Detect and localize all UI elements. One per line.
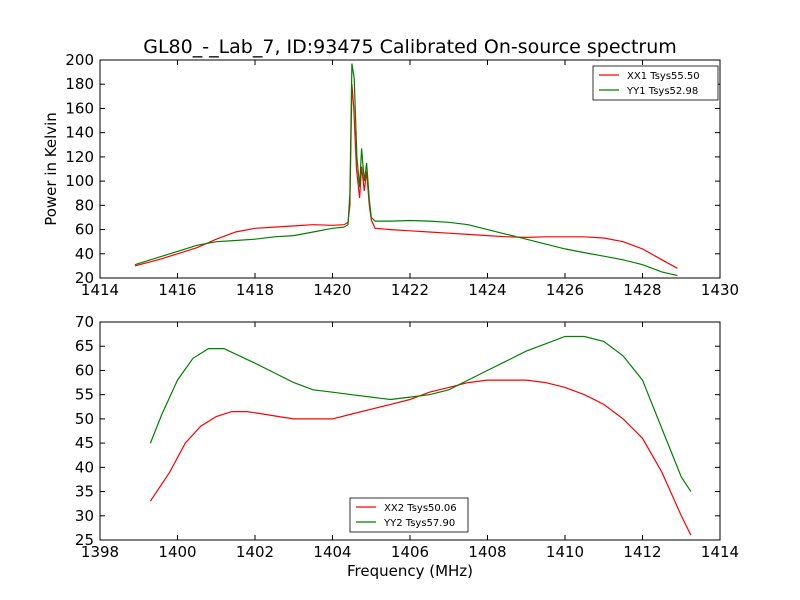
top-plot-ticks: 1414 1416 1418 1420 1422 1424 1426 1428 1430 20 40… xyxy=(65,51,739,299)
top-plot: 1414 1416 1418 1420 1422 1424 1426 1428 1430 20 40… xyxy=(42,51,739,299)
x-tick-label: 1410 xyxy=(546,543,584,561)
y-tick-label: 40 xyxy=(75,458,94,476)
x-tick-label: 1426 xyxy=(546,281,584,299)
y-tick-label: 25 xyxy=(75,531,94,549)
y-tick-label: 35 xyxy=(75,483,94,501)
series-line-0-1 xyxy=(134,63,678,277)
y-tick-label: 140 xyxy=(65,124,94,142)
y-tick-label: 65 xyxy=(75,337,94,355)
y-tick-label: 120 xyxy=(65,148,94,166)
x-tick-label: 1420 xyxy=(313,281,351,299)
y-tick-label: 80 xyxy=(75,196,94,214)
legend-label: XX1 Tsys55.50 xyxy=(627,71,700,82)
x-tick-label: 1424 xyxy=(468,281,506,299)
y-tick-label: 160 xyxy=(65,99,94,117)
y-tick-label: 50 xyxy=(75,410,94,428)
x-tick-label: 1414 xyxy=(81,281,119,299)
bottom-plot-ticks: 1398 1400 1402 1404 1406 1408 1410 1412 1414 25 30… xyxy=(75,313,739,561)
top-plot-series-group xyxy=(134,63,678,277)
legend-label: YY1 Tsys52.98 xyxy=(626,86,698,97)
x-tick-label: 1406 xyxy=(391,543,429,561)
y-tick-label: 30 xyxy=(75,507,94,525)
x-tick-label: 1414 xyxy=(701,543,739,561)
top-plot-legend: XX1 Tsys55.50 YY1 Tsys52.98 xyxy=(592,65,719,101)
y-tick-label: 40 xyxy=(75,245,94,263)
x-tick-label: 1400 xyxy=(158,543,196,561)
x-tick-label: 1422 xyxy=(391,281,429,299)
bottom-plot-legend: XX2 Tsys50.06 YY2 Tsys57.90 xyxy=(349,497,469,533)
y-tick-label: 60 xyxy=(75,221,94,239)
chart-title: GL80_-_Lab_7, ID:93475 Calibrated On-sou… xyxy=(143,36,677,58)
y-tick-label: 100 xyxy=(65,172,94,190)
x-tick-label: 1398 xyxy=(81,543,119,561)
y-tick-label: 180 xyxy=(65,75,94,93)
x-tick-label: 1408 xyxy=(468,543,506,561)
x-tick-label: 1418 xyxy=(236,281,274,299)
x-tick-label: 1416 xyxy=(158,281,196,299)
legend-label: XX2 Tsys50.06 xyxy=(384,503,457,514)
y-tick-label: 55 xyxy=(75,386,94,404)
series-line-0-0 xyxy=(134,84,678,269)
bottom-plot-xlabel: Frequency (MHz) xyxy=(347,562,473,580)
top-plot-ylabel: Power in Kelvin xyxy=(42,112,60,226)
x-tick-label: 1428 xyxy=(623,281,661,299)
bottom-plot-series-group xyxy=(149,335,692,536)
x-tick-label: 1402 xyxy=(236,543,274,561)
bottom-plot: 1398 1400 1402 1404 1406 1408 1410 1412 1414 25 30… xyxy=(75,313,739,580)
legend-label: YY2 Tsys57.90 xyxy=(383,518,455,529)
legend-box xyxy=(349,497,469,533)
series-line-1-1 xyxy=(149,335,692,492)
y-tick-label: 70 xyxy=(75,313,94,331)
x-tick-label: 1430 xyxy=(701,281,739,299)
y-tick-label: 45 xyxy=(75,434,94,452)
x-tick-label: 1404 xyxy=(313,543,351,561)
y-tick-label: 200 xyxy=(65,51,94,69)
legend-box xyxy=(592,65,719,101)
y-tick-label: 20 xyxy=(75,269,94,287)
x-tick-label: 1412 xyxy=(623,543,661,561)
series-line-1-0 xyxy=(149,379,692,536)
y-tick-label: 60 xyxy=(75,361,94,379)
